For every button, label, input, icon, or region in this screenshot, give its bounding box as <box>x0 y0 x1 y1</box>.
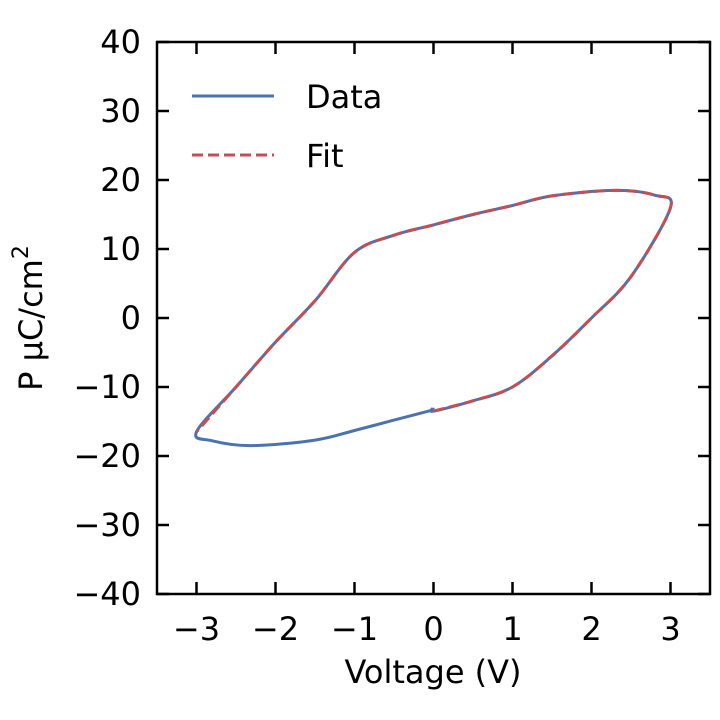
series-layer <box>194 188 673 448</box>
y-tick-label: 10 <box>100 230 141 268</box>
y-axis-title-superscript: 2 <box>9 245 34 259</box>
x-tick-label: 3 <box>660 610 680 648</box>
plot-frame <box>155 40 712 596</box>
y-axis-title-main: P μC/cm <box>12 259 50 391</box>
x-axis-title: Voltage (V) <box>344 653 521 691</box>
y-tick-label: 40 <box>100 23 141 61</box>
x-tick-label: −3 <box>173 610 220 648</box>
ticks-layer <box>157 40 710 596</box>
x-tick-label: 2 <box>581 610 601 648</box>
y-tick-labels: −40 −30 −20 −10 0 10 20 30 40 <box>73 23 141 613</box>
legend-label-fit: Fit <box>306 137 344 175</box>
x-tick-label: 0 <box>423 610 443 648</box>
y-tick-label: −10 <box>73 368 141 406</box>
y-tick-label: −20 <box>73 437 141 475</box>
y-tick-label: 30 <box>100 92 141 130</box>
y-tick-label: −40 <box>73 575 141 613</box>
series-line-fit <box>195 188 673 433</box>
y-tick-label: 0 <box>121 299 141 337</box>
legend: Data Fit <box>192 78 382 175</box>
x-tick-label: −2 <box>252 610 299 648</box>
y-tick-label: −30 <box>73 506 141 544</box>
y-axis-title: P μC/cm2 <box>9 245 50 391</box>
series-line-data <box>194 188 673 448</box>
legend-label-data: Data <box>306 78 382 116</box>
x-tick-label: −1 <box>331 610 378 648</box>
x-tick-label: 1 <box>502 610 522 648</box>
x-tick-labels: −3 −2 −1 0 1 2 3 <box>173 610 681 648</box>
y-tick-label: 20 <box>100 161 141 199</box>
